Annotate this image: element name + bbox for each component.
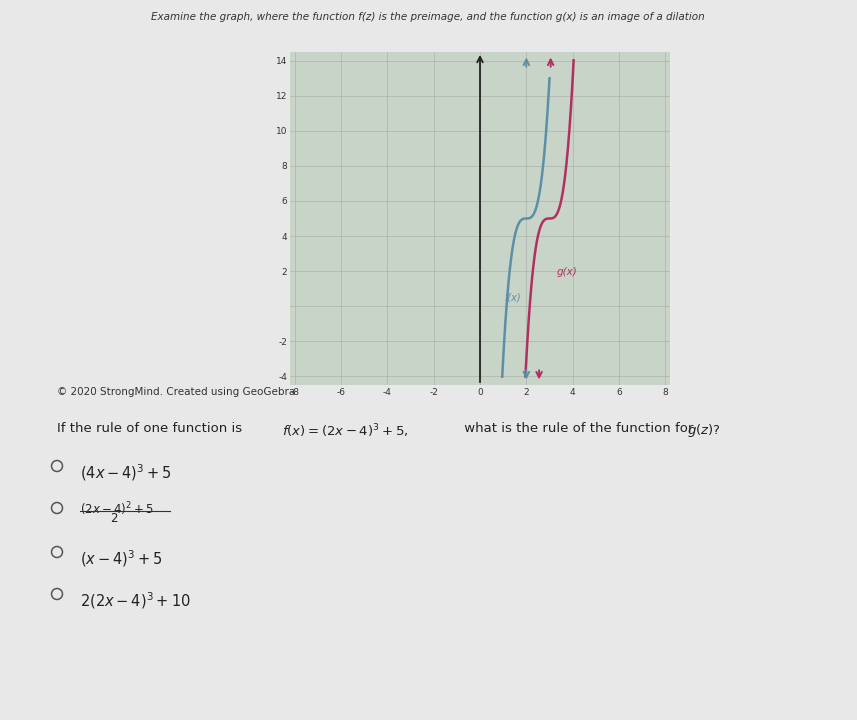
Text: what is the rule of the function for: what is the rule of the function for	[460, 422, 698, 435]
Text: $(2x-4)^2+5$: $(2x-4)^2+5$	[80, 500, 154, 518]
Text: $(x - 4)^3 + 5$: $(x - 4)^3 + 5$	[80, 548, 163, 569]
Text: $(4x - 4)^3 + 5$: $(4x - 4)^3 + 5$	[80, 462, 171, 482]
Text: g(x): g(x)	[556, 266, 578, 276]
Text: Examine the graph, where the function f(z) is the preimage, and the function g(x: Examine the graph, where the function f(…	[151, 12, 704, 22]
Text: $2$: $2$	[110, 512, 118, 525]
Text: $g(z)$?: $g(z)$?	[687, 422, 721, 439]
Text: $2(2x - 4)^3 + 10$: $2(2x - 4)^3 + 10$	[80, 590, 191, 611]
Text: $f(x) = (2x - 4)^3 + 5$,: $f(x) = (2x - 4)^3 + 5$,	[282, 422, 408, 440]
Text: If the rule of one function is: If the rule of one function is	[57, 422, 246, 435]
Text: © 2020 StrongMind. Created using GeoGebra: © 2020 StrongMind. Created using GeoGebr…	[57, 387, 296, 397]
Text: f(x): f(x)	[504, 293, 521, 303]
